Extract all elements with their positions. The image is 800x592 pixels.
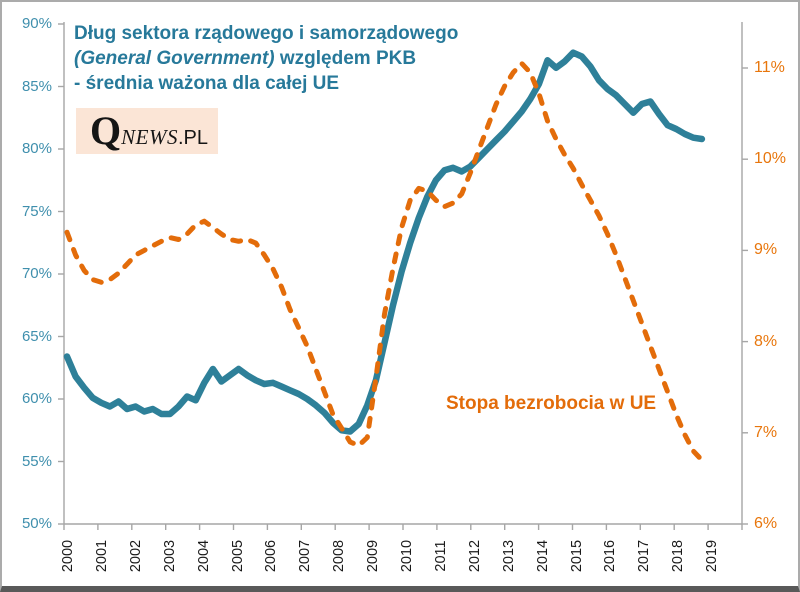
left-axis-tick-label: 60% bbox=[21, 390, 52, 407]
x-axis-year-label: 2002 bbox=[127, 539, 144, 573]
left-axis-tick-label: 50% bbox=[21, 515, 52, 532]
unemployment-line-series bbox=[64, 60, 705, 463]
right-axis-tick-label: 9% bbox=[754, 241, 778, 259]
left-axis-tick-label: 55% bbox=[21, 452, 52, 470]
left-axis-tick-label: 90% bbox=[21, 15, 52, 32]
x-axis-year-label: 2014 bbox=[534, 539, 551, 573]
right-axis-tick-label: 8% bbox=[754, 332, 778, 350]
debt-line-series bbox=[63, 49, 706, 435]
x-axis-year-label: 2008 bbox=[331, 539, 348, 573]
x-axis-year-label: 2018 bbox=[670, 539, 687, 573]
x-axis-year-label: 2015 bbox=[568, 539, 585, 573]
x-axis-year-label: 2006 bbox=[263, 539, 280, 573]
x-axis-year-label: 2005 bbox=[229, 539, 246, 573]
x-axis-year-label: 2016 bbox=[602, 539, 619, 573]
x-axis-year-label: 2007 bbox=[297, 539, 314, 573]
left-axis-tick-label: 75% bbox=[21, 202, 52, 220]
x-axis-year-label: 2010 bbox=[399, 539, 415, 573]
chart-title-line3: - średnia ważona dla całej UE bbox=[74, 73, 340, 94]
x-axis-year-label: 2003 bbox=[161, 539, 178, 573]
qnews-logo-pl: .PL bbox=[177, 127, 208, 149]
x-axis-year-label: 2019 bbox=[704, 539, 721, 573]
chart-title-line1: Dług sektora rządowego i samorządowego bbox=[74, 23, 459, 44]
x-axis-year-label: 2013 bbox=[500, 539, 517, 573]
right-axis-tick-label: 6% bbox=[754, 515, 778, 532]
left-axis-tick-label: 65% bbox=[21, 327, 52, 345]
right-axis-tick-label: 11% bbox=[754, 59, 785, 76]
left-axis-tick-label: 70% bbox=[21, 265, 52, 282]
x-axis-year-label: 2017 bbox=[636, 539, 653, 573]
x-axis-year-label: 2011 bbox=[432, 540, 449, 572]
x-axis-year-label: 2009 bbox=[365, 539, 382, 573]
unemployment-series-label: Stopa bezrobocia w UE bbox=[446, 393, 657, 414]
chart-title-line2: (General Government) względem PKB bbox=[74, 48, 417, 69]
x-axis-year-label: 2000 bbox=[60, 539, 76, 573]
chart-title: Dług sektora rządowego i samorządowego (… bbox=[74, 21, 458, 96]
x-axis-year-label: 2012 bbox=[466, 539, 483, 573]
x-axis-year-label: 2001 bbox=[93, 539, 110, 573]
left-axis-tick-label: 80% bbox=[21, 140, 52, 157]
qnews-logo: Q NEWS .PL bbox=[76, 108, 218, 154]
x-axis-year-label: 2004 bbox=[195, 539, 212, 573]
qnews-logo-news: NEWS bbox=[121, 125, 178, 149]
left-axis-tick-label: 85% bbox=[21, 77, 52, 95]
right-axis-tick-label: 10% bbox=[754, 150, 787, 168]
qnews-logo-q: Q bbox=[90, 108, 122, 153]
right-axis-tick-label: 7% bbox=[754, 423, 778, 441]
